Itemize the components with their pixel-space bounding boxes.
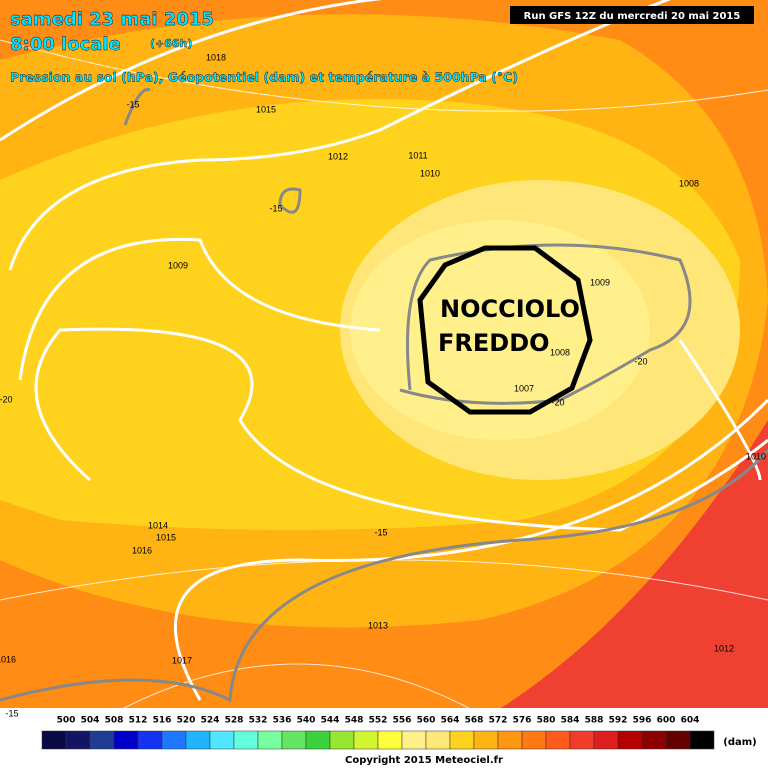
legend-tick: 576 [513, 716, 532, 726]
legend-swatch [113, 730, 139, 750]
map-label: -20 [634, 356, 647, 366]
legend-swatch [641, 730, 667, 750]
legend-swatch [569, 730, 595, 750]
legend-tick: 556 [393, 716, 412, 726]
legend-swatch [257, 730, 283, 750]
legend-tick: 600 [657, 716, 676, 726]
map-label: 1010 [746, 451, 766, 461]
legend-swatch [281, 730, 307, 750]
legend-swatch [161, 730, 187, 750]
map-label: 1010 [420, 168, 440, 178]
isolines [0, 0, 768, 701]
legend-tick: 560 [417, 716, 436, 726]
legend-tick: 520 [177, 716, 196, 726]
legend-tick: 508 [105, 716, 124, 726]
map-label: -15 [5, 708, 18, 718]
legend-tick: 512 [129, 716, 148, 726]
map-label: -15 [126, 99, 139, 109]
map-label: 1015 [256, 104, 276, 114]
subtitle: Pression au sol (hPa), Géopotentiel (dam… [10, 70, 518, 85]
map-label: 1012 [714, 643, 734, 653]
legend-tick: 536 [273, 716, 292, 726]
legend-swatch [401, 730, 427, 750]
copyright: Copyright 2015 Meteociel.fr [345, 755, 503, 766]
map-label: -20 [551, 397, 564, 407]
legend-swatch [89, 730, 115, 750]
legend-unit: (dam) [723, 737, 756, 748]
legend-swatch [209, 730, 235, 750]
annotation: NOCCIOLO [440, 295, 580, 323]
legend-tick: 592 [609, 716, 628, 726]
legend-tick: 564 [441, 716, 460, 726]
map-label: 1013 [368, 620, 388, 630]
map-label: -15 [374, 527, 387, 537]
map-label: 1016 [0, 654, 16, 664]
legend-swatch [689, 730, 715, 750]
map-label: 1017 [172, 655, 192, 665]
legend-tick: 532 [249, 716, 268, 726]
legend-swatch [185, 730, 211, 750]
legend-tick: 604 [681, 716, 700, 726]
date: samedi 23 mai 2015 [10, 9, 214, 30]
map-label: 1009 [590, 277, 610, 287]
legend-tick: 572 [489, 716, 508, 726]
lead-time: (+66h) [150, 37, 192, 50]
map-label: 1008 [550, 347, 570, 357]
map-label: 1016 [132, 545, 152, 555]
legend-tick: 524 [201, 716, 220, 726]
legend-tick: 596 [633, 716, 652, 726]
legend-swatch [473, 730, 499, 750]
map-label: -20 [0, 394, 13, 404]
map-label: 1015 [156, 532, 176, 542]
legend-swatch [617, 730, 643, 750]
legend-swatch [353, 730, 379, 750]
legend-swatch [593, 730, 619, 750]
legend-swatch [377, 730, 403, 750]
legend-swatch [65, 730, 91, 750]
legend-tick: 548 [345, 716, 364, 726]
legend-swatch [41, 730, 67, 750]
map-label: -15 [269, 203, 282, 213]
legend-tick: 500 [57, 716, 76, 726]
legend-swatch [497, 730, 523, 750]
run-label: Run GFS 12Z du mercredi 20 mai 2015 [524, 11, 741, 22]
map-label: 1008 [679, 178, 699, 188]
map-label: 1011 [408, 150, 427, 160]
legend-swatch [665, 730, 691, 750]
legend-tick: 552 [369, 716, 388, 726]
legend-swatch [137, 730, 163, 750]
legend-tick: 588 [585, 716, 604, 726]
map-label: 1014 [148, 520, 168, 530]
run-box [510, 6, 754, 24]
legend-tick: 568 [465, 716, 484, 726]
map-label: 1007 [514, 383, 534, 393]
legend-swatch [521, 730, 547, 750]
legend-tick: 516 [153, 716, 172, 726]
map-label: 1018 [206, 52, 226, 62]
temperature-lines [0, 87, 768, 703]
legend-swatch [329, 730, 355, 750]
map-label: 1009 [168, 260, 188, 270]
legend-swatch [233, 730, 259, 750]
legend-tick: 504 [81, 716, 100, 726]
legend-tick: 544 [321, 716, 340, 726]
legend-swatch [449, 730, 475, 750]
time: 8:00 locale [10, 34, 121, 55]
legend-tick: 580 [537, 716, 556, 726]
map-label: 1012 [328, 151, 348, 161]
legend-tick: 584 [561, 716, 580, 726]
legend-swatch [425, 730, 451, 750]
legend-swatch [305, 730, 331, 750]
legend-swatch [545, 730, 571, 750]
legend-tick: 528 [225, 716, 244, 726]
cold-core-outline [417, 245, 593, 415]
warm-region [380, 420, 768, 768]
annotation: FREDDO [438, 329, 550, 357]
legend-tick: 540 [297, 716, 316, 726]
